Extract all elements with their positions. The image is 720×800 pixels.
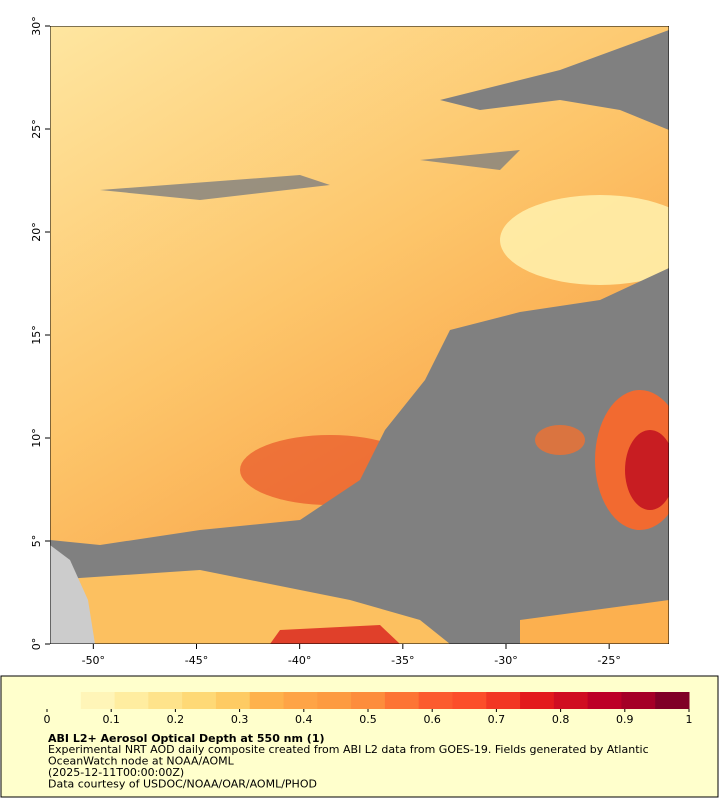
caption-line: (2025-12-11T00:00:00Z) [48, 766, 184, 779]
color-step [283, 692, 318, 709]
y-tick-label: 10° [30, 428, 43, 448]
colorbar-tick-label: 0.2 [167, 713, 185, 726]
colorbar-tick-label: 0 [44, 713, 51, 726]
y-tick-label: 0° [30, 638, 43, 651]
color-step [587, 692, 622, 709]
colorbar: 0 0.1 0.2 0.3 0.4 0.5 0.6 0.7 0.8 0.9 1 [44, 692, 693, 726]
caption-lines: Experimental NRT AOD daily composite cre… [48, 743, 649, 791]
y-tick-label: 25° [30, 119, 43, 139]
caption-line: Experimental NRT AOD daily composite cre… [48, 743, 649, 756]
colorbar-tick-label: 0.6 [423, 713, 441, 726]
colorbar-tick-label: 0.9 [616, 713, 634, 726]
x-tick-label: -25° [597, 654, 620, 667]
y-tick-label: 15° [30, 325, 43, 345]
x-tick-label: -50° [82, 654, 105, 667]
y-tick-label: 5° [30, 535, 43, 548]
color-step [452, 692, 487, 709]
color-step [351, 692, 386, 709]
colorbar-tick-label: 0.7 [488, 713, 506, 726]
colorbar-tick-label: 0.8 [552, 713, 570, 726]
colorbar-tick-label: 0.5 [359, 713, 377, 726]
color-step [655, 692, 690, 709]
color-step [47, 692, 82, 709]
color-step [317, 692, 352, 709]
axes: -50° -45° -40° -35° -30° -25° 0° 5° 10° 15° 20° 25°… [30, 16, 621, 667]
y-tick-label: 30° [30, 16, 43, 36]
color-step [520, 692, 555, 709]
colorbar-tick-label: 0.3 [231, 713, 249, 726]
color-step [621, 692, 656, 709]
color-step [182, 692, 217, 709]
color-step [553, 692, 589, 709]
color-step [215, 692, 251, 709]
color-step [80, 692, 116, 709]
caption-title: ABI L2+ Aerosol Optical Depth at 550 nm … [48, 732, 325, 745]
colorbar-tick-label: 1 [686, 713, 693, 726]
x-tick-label: -35° [391, 654, 414, 667]
color-step [384, 692, 420, 709]
y-tick-label: 20° [30, 222, 43, 242]
x-tick-label: -30° [494, 654, 517, 667]
x-tick-label: -40° [288, 654, 311, 667]
color-step [148, 692, 183, 709]
color-step [418, 692, 453, 709]
colorbar-tick-label: 0.4 [295, 713, 313, 726]
caption-line: OceanWatch node at NOAA/AOML [48, 755, 235, 768]
map-image [50, 26, 669, 644]
colorbar-tick-label: 0.1 [102, 713, 120, 726]
color-step [114, 692, 149, 709]
x-tick-label: -45° [185, 654, 208, 667]
caption-line: Data courtesy of USDOC/NOAA/OAR/AOML/PHO… [48, 778, 317, 791]
color-step [486, 692, 521, 709]
color-step [249, 692, 285, 709]
